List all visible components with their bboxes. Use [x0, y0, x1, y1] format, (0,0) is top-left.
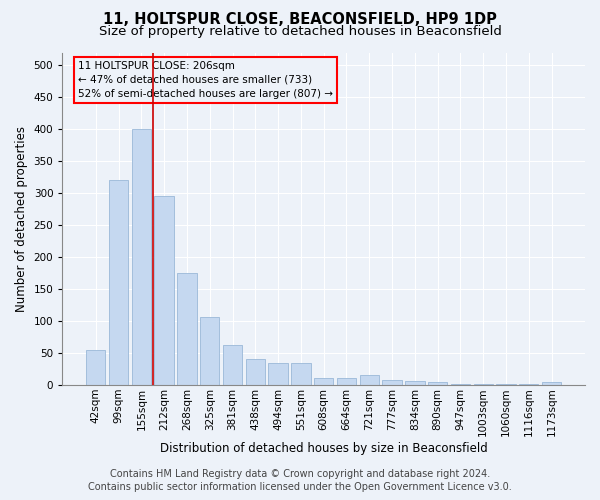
- Bar: [428, 382, 447, 385]
- Bar: [519, 384, 538, 385]
- Bar: [496, 384, 515, 385]
- Bar: [451, 384, 470, 385]
- Bar: [382, 380, 402, 385]
- Bar: [268, 362, 288, 385]
- X-axis label: Distribution of detached houses by size in Beaconsfield: Distribution of detached houses by size …: [160, 442, 488, 455]
- Bar: [154, 196, 174, 385]
- Bar: [337, 378, 356, 385]
- Bar: [245, 360, 265, 385]
- Text: Size of property relative to detached houses in Beaconsfield: Size of property relative to detached ho…: [98, 25, 502, 38]
- Bar: [291, 362, 311, 385]
- Bar: [314, 378, 334, 385]
- Bar: [473, 384, 493, 385]
- Bar: [131, 129, 151, 385]
- Bar: [177, 273, 197, 385]
- Bar: [86, 350, 106, 385]
- Text: 11, HOLTSPUR CLOSE, BEACONSFIELD, HP9 1DP: 11, HOLTSPUR CLOSE, BEACONSFIELD, HP9 1D…: [103, 12, 497, 28]
- Y-axis label: Number of detached properties: Number of detached properties: [15, 126, 28, 312]
- Bar: [109, 180, 128, 385]
- Bar: [200, 316, 220, 385]
- Bar: [542, 382, 561, 385]
- Bar: [359, 376, 379, 385]
- Bar: [223, 346, 242, 385]
- Bar: [405, 381, 425, 385]
- Text: 11 HOLTSPUR CLOSE: 206sqm
← 47% of detached houses are smaller (733)
52% of semi: 11 HOLTSPUR CLOSE: 206sqm ← 47% of detac…: [78, 61, 333, 99]
- Text: Contains HM Land Registry data © Crown copyright and database right 2024.
Contai: Contains HM Land Registry data © Crown c…: [88, 470, 512, 492]
